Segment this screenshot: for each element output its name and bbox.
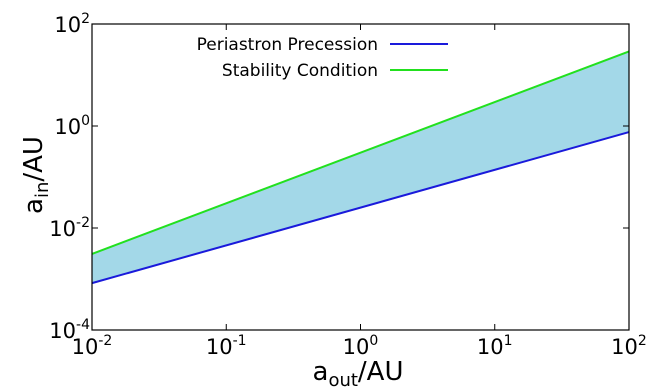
y-axis-label-main: a xyxy=(19,198,49,214)
legend: Periastron Precession Stability Conditio… xyxy=(197,35,448,81)
series-line-periastron-precession xyxy=(91,131,630,285)
shaded-region xyxy=(92,51,629,284)
y-tick-label: 10-4 xyxy=(49,317,90,343)
x-tick-label: 10-1 xyxy=(206,333,247,359)
plot-frame xyxy=(91,23,630,331)
y-tick-label: 102 xyxy=(54,11,90,37)
x-tick-label: 100 xyxy=(343,333,379,359)
series-layer xyxy=(91,50,630,285)
y-tick-label: 10-2 xyxy=(49,215,90,241)
y-axis-label-unit: /AU xyxy=(19,136,49,182)
legend-label-periastron-precession: Periastron Precession xyxy=(197,35,378,55)
x-tick-label: 10-2 xyxy=(72,333,113,359)
x-tick-label: 101 xyxy=(477,333,513,359)
y-axis-label: ain/AU xyxy=(19,136,53,214)
y-axis-label-subscript: in xyxy=(32,182,53,198)
x-axis-label-unit: /AU xyxy=(358,357,404,387)
x-axis-label-subscript: out xyxy=(328,370,357,387)
series-line-stability-condition xyxy=(91,50,630,255)
y-tick-label: 100 xyxy=(54,113,90,139)
x-axis-label: aout/AU xyxy=(313,357,404,387)
legend-label-stability-condition: Stability Condition xyxy=(222,61,378,81)
x-axis-label-main: a xyxy=(313,357,329,387)
x-tick-label: 102 xyxy=(611,333,647,359)
shaded-region-layer xyxy=(92,51,629,284)
x-tick-label-layer: 10-2 10-1 100 101 102 xyxy=(72,333,647,359)
y-tick-label-layer: 10-4 10-2 100 102 xyxy=(49,11,90,343)
